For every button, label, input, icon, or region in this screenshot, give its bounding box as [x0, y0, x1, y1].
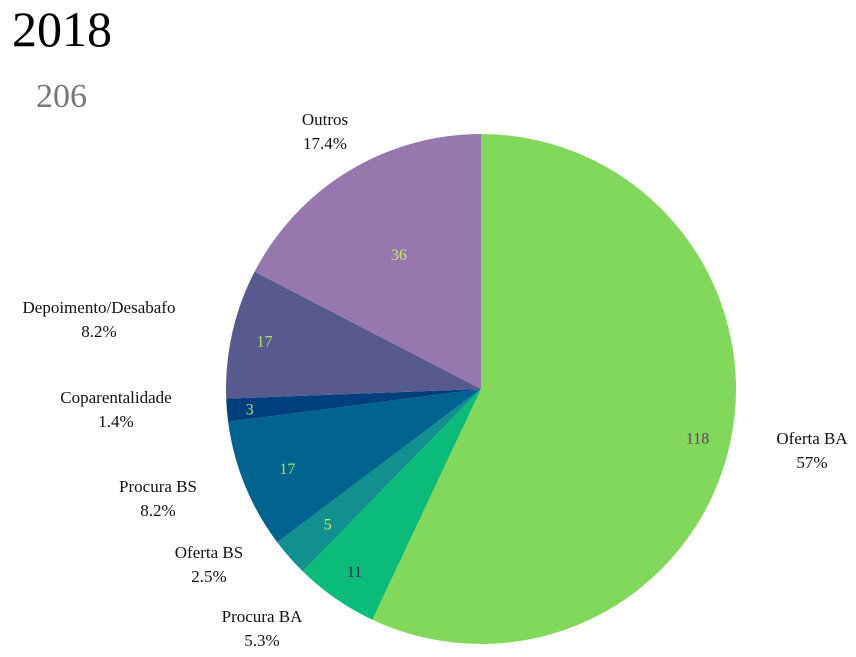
slice-value-label: 11 [347, 564, 362, 581]
slice-name-label: Oferta BA [776, 429, 848, 448]
slice-value-label: 17 [279, 461, 295, 478]
pie-slice-depoimento-desabafo [226, 271, 481, 399]
slice-value-label: 5 [324, 517, 332, 534]
chart-title-year: 2018 [12, 1, 112, 57]
slice-percent-label: 8.2% [140, 501, 175, 520]
pie-slice-procura-ba [302, 389, 481, 620]
slice-name-label: Procura BS [119, 477, 197, 496]
slice-percent-label: 1.4% [98, 412, 133, 431]
slice-percent-label: 57% [796, 453, 827, 472]
slice-percent-label: 2.5% [191, 567, 226, 586]
slice-percent-label: 8.2% [81, 322, 116, 341]
slice-name-label: Coparentalidade [60, 388, 171, 407]
slice-name-label: Procura BA [222, 607, 303, 626]
slice-value-label: 17 [257, 334, 273, 351]
pie-slice-procura-bs [228, 389, 481, 543]
chart-total-count: 206 [36, 78, 87, 115]
pie-slice-oferta-ba [372, 134, 736, 644]
slice-value-label: 3 [246, 401, 254, 418]
slice-value-label: 118 [686, 430, 709, 447]
slice-percent-label: 5.3% [244, 631, 279, 650]
pie-slice-coparentalidade [226, 389, 481, 422]
slice-name-label: Outros [302, 110, 348, 129]
slice-value-label: 36 [391, 247, 407, 264]
pie-slice-outros [254, 134, 481, 389]
slice-name-label: Depoimento/Desabafo [23, 298, 176, 317]
slice-name-label: Oferta BS [175, 543, 243, 562]
pie-slice-oferta-bs [277, 389, 481, 572]
slice-percent-label: 17.4% [303, 134, 347, 153]
